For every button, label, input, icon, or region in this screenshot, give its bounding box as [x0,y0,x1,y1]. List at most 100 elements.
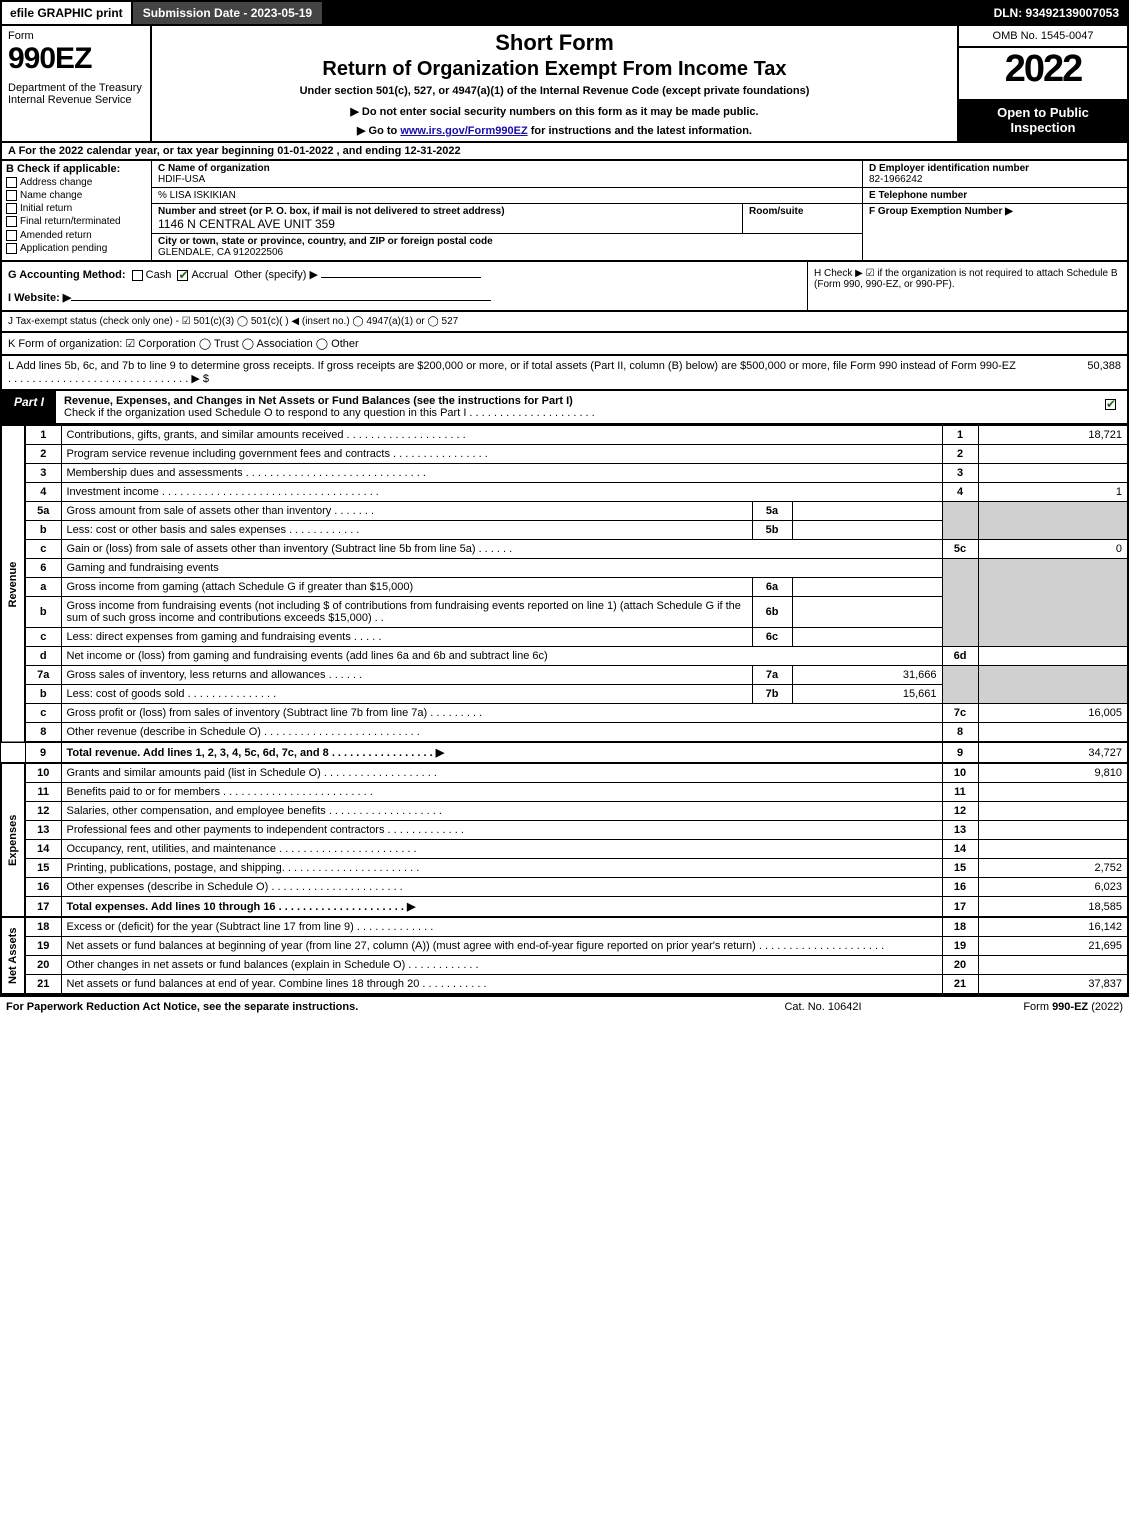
line-18-val: 16,142 [978,917,1128,937]
row-k-form-org: K Form of organization: ☑ Corporation ◯ … [0,333,1129,356]
line-8-rn: 8 [942,723,978,743]
row-j-tax-exempt: J Tax-exempt status (check only one) - ☑… [0,312,1129,333]
line-11-val [978,783,1128,802]
line-5b-sn: 5b [752,521,792,540]
part-1-table: Revenue 1 Contributions, gifts, grants, … [0,425,1129,995]
line-8-val [978,723,1128,743]
line-11-num: 11 [25,783,61,802]
line-14-text: Occupancy, rent, utilities, and maintena… [61,840,942,859]
line-6a-sn: 6a [752,578,792,597]
line-7c-num: c [25,704,61,723]
chk-address-change[interactable]: Address change [6,177,147,188]
line-6d-text: Net income or (loss) from gaming and fun… [61,647,942,666]
line-1-num: 1 [25,426,61,445]
col-b-header: B Check if applicable: [6,163,147,175]
line-7b-sn: 7b [752,685,792,704]
expenses-side-label: Expenses [1,763,25,917]
link-post: for instructions and the latest informat… [528,125,752,137]
line-21-val: 37,837 [978,975,1128,995]
line-20-num: 20 [25,956,61,975]
chk-initial-return[interactable]: Initial return [6,203,147,214]
line-7c-rn: 7c [942,704,978,723]
line-16-text: Other expenses (describe in Schedule O) … [61,878,942,897]
line-13-num: 13 [25,821,61,840]
line-5b-sv [792,521,942,540]
line-5a-sn: 5a [752,502,792,521]
city-state-zip: GLENDALE, CA 912022506 [158,247,856,258]
accounting-method: G Accounting Method: Cash Accrual Other … [2,262,807,310]
line-8-num: 8 [25,723,61,743]
part-1-checkbox[interactable] [1097,391,1127,423]
line-20-text: Other changes in net assets or fund bala… [61,956,942,975]
line-15-rn: 15 [942,859,978,878]
dept-treasury: Department of the Treasury Internal Reve… [8,82,144,106]
form-label: Form [8,30,144,42]
line-4-val: 1 [978,483,1128,502]
street-label: Number and street (or P. O. box, if mail… [158,206,736,217]
line-17-num: 17 [25,897,61,918]
open-to-public: Open to Public Inspection [959,99,1127,141]
line-15-text: Printing, publications, postage, and shi… [61,859,942,878]
line-7a-sv: 31,666 [792,666,942,685]
line-2-rn: 2 [942,445,978,464]
line-3-num: 3 [25,464,61,483]
revenue-side-label: Revenue [1,426,25,743]
efile-print-label[interactable]: efile GRAPHIC print [2,2,131,24]
header-left: Form 990EZ Department of the Treasury In… [2,26,152,141]
line-6b-sn: 6b [752,597,792,628]
chk-name-change[interactable]: Name change [6,190,147,201]
footer-formref: Form 990-EZ (2022) [923,1001,1123,1013]
chk-application-pending[interactable]: Application pending [6,243,147,254]
line-3-val [978,464,1128,483]
line-19-rn: 19 [942,937,978,956]
line-1-val: 18,721 [978,426,1128,445]
line-4-text: Investment income . . . . . . . . . . . … [61,483,942,502]
g-other: Other (specify) ▶ [234,269,318,281]
c-name-label: C Name of organization [158,163,856,174]
irs-link[interactable]: www.irs.gov/Form990EZ [400,125,527,137]
line-16-num: 16 [25,878,61,897]
line-6a-sv [792,578,942,597]
line-21-rn: 21 [942,975,978,995]
room-label: Room/suite [749,206,856,217]
line-11-text: Benefits paid to or for members . . . . … [61,783,942,802]
chk-amended-return[interactable]: Amended return [6,230,147,241]
line-5c-val: 0 [978,540,1128,559]
part-1-header: Part I Revenue, Expenses, and Changes in… [0,391,1129,425]
line-5c-num: c [25,540,61,559]
row-l-gross-receipts: L Add lines 5b, 6c, and 7b to line 9 to … [0,356,1129,391]
line-9-rn: 9 [942,742,978,763]
chk-final-return[interactable]: Final return/terminated [6,216,147,227]
line-6c-num: c [25,628,61,647]
line-6c-sn: 6c [752,628,792,647]
header-mid: Short Form Return of Organization Exempt… [152,26,957,141]
return-title: Return of Organization Exempt From Incom… [158,58,951,81]
line-7b-text: Less: cost of goods sold . . . . . . . .… [61,685,752,704]
line-6-num: 6 [25,559,61,578]
line-12-text: Salaries, other compensation, and employ… [61,802,942,821]
line-20-val [978,956,1128,975]
row-a-tax-year: A For the 2022 calendar year, or tax yea… [0,143,1129,161]
line-6-text: Gaming and fundraising events [61,559,942,578]
line-7c-val: 16,005 [978,704,1128,723]
line-9-num: 9 [25,742,61,763]
line-2-val [978,445,1128,464]
ein-label: D Employer identification number [869,163,1121,174]
line-5a-num: 5a [25,502,61,521]
g-label: G Accounting Method: [8,269,126,281]
line-16-val: 6,023 [978,878,1128,897]
line-1-text: Contributions, gifts, grants, and simila… [61,426,942,445]
org-name: HDIF-USA [158,174,856,185]
line-20-rn: 20 [942,956,978,975]
line-15-num: 15 [25,859,61,878]
line-10-text: Grants and similar amounts paid (list in… [61,763,942,783]
line-19-num: 19 [25,937,61,956]
line-21-text: Net assets or fund balances at end of ye… [61,975,942,995]
link-pre: ▶ Go to [357,125,400,137]
line-7a-text: Gross sales of inventory, less returns a… [61,666,752,685]
row-l-value: 50,388 [1021,360,1121,385]
form-number: 990EZ [8,42,144,76]
line-10-val: 9,810 [978,763,1128,783]
line-7a-num: 7a [25,666,61,685]
part-1-sub: Check if the organization used Schedule … [64,407,595,419]
